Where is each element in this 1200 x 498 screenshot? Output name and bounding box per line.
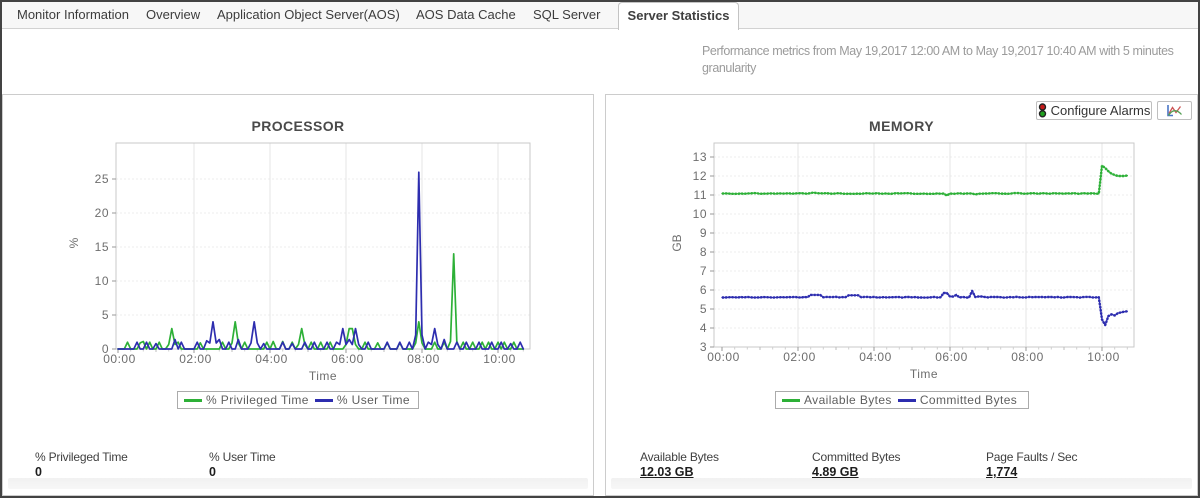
svg-text:02:00: 02:00 [179, 352, 212, 366]
svg-text:5: 5 [102, 308, 109, 322]
svg-text:13: 13 [693, 150, 707, 164]
svg-text:10: 10 [693, 207, 707, 221]
svg-text:06:00: 06:00 [935, 350, 968, 364]
svg-text:20: 20 [95, 206, 109, 220]
svg-text:15: 15 [95, 240, 109, 254]
svg-text:Time: Time [910, 367, 938, 381]
svg-text:10:00: 10:00 [483, 352, 516, 366]
svg-text:6: 6 [700, 283, 707, 297]
svg-text:00:00: 00:00 [707, 350, 740, 364]
svg-text:7: 7 [700, 264, 707, 278]
svg-text:8: 8 [700, 245, 707, 259]
svg-text:06:00: 06:00 [331, 352, 364, 366]
svg-text:GB: GB [670, 234, 684, 251]
svg-text:00:00: 00:00 [103, 352, 136, 366]
svg-text:04:00: 04:00 [859, 350, 892, 364]
svg-text:08:00: 08:00 [1011, 350, 1044, 364]
svg-text:08:00: 08:00 [407, 352, 440, 366]
svg-text:25: 25 [95, 172, 109, 186]
svg-text:10: 10 [95, 274, 109, 288]
svg-text:5: 5 [700, 302, 707, 316]
svg-text:4: 4 [700, 321, 707, 335]
svg-text:02:00: 02:00 [783, 350, 816, 364]
svg-text:04:00: 04:00 [255, 352, 288, 366]
svg-text:0: 0 [102, 342, 109, 356]
svg-text:11: 11 [694, 188, 707, 202]
svg-text:Time: Time [309, 369, 337, 383]
svg-text:%: % [67, 237, 81, 248]
svg-text:12: 12 [693, 169, 707, 183]
svg-text:3: 3 [700, 340, 707, 354]
svg-text:9: 9 [700, 226, 707, 240]
svg-text:10:00: 10:00 [1087, 350, 1120, 364]
